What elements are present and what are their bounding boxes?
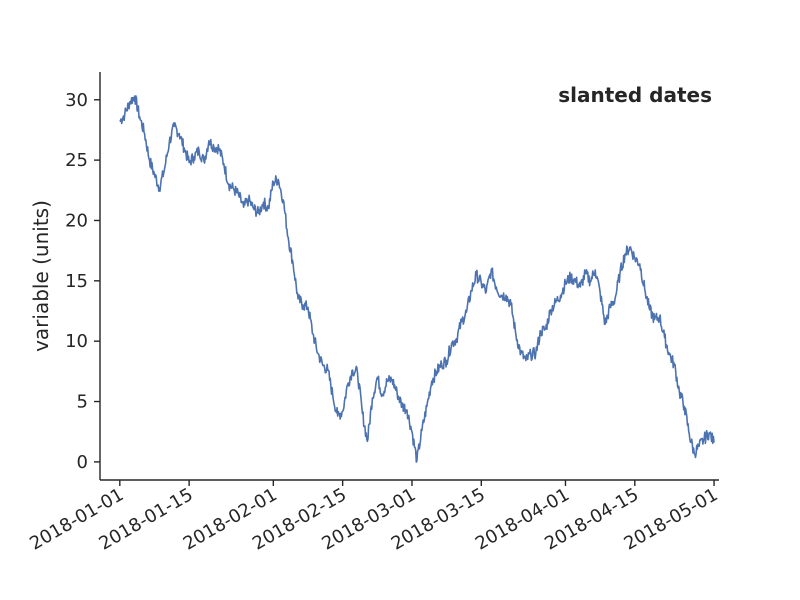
series-layer bbox=[119, 95, 715, 463]
y-tick-label: 25 bbox=[65, 150, 88, 171]
y-tick-label: 5 bbox=[77, 392, 88, 413]
x-axis-ticks: 2018-01-012018-01-152018-02-012018-02-15… bbox=[26, 480, 722, 555]
y-tick-label: 15 bbox=[65, 271, 88, 292]
y-axis-ticks: 0 5 10 15 20 25 30 bbox=[65, 90, 100, 473]
y-tick-label: 0 bbox=[77, 452, 88, 473]
chart-annotation: slanted dates bbox=[558, 83, 712, 107]
y-axis-label: variable (units) bbox=[29, 200, 53, 352]
series-line bbox=[119, 95, 715, 463]
y-tick-label: 10 bbox=[65, 331, 88, 352]
y-tick-label: 30 bbox=[65, 90, 88, 111]
axes-spines bbox=[99, 72, 719, 481]
y-tick-label: 20 bbox=[65, 210, 88, 231]
